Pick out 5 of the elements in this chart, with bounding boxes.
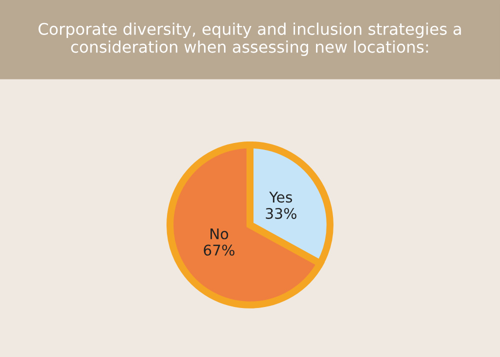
slice-label: Yes: [269, 192, 292, 203]
data-label: 33%: [266, 208, 296, 219]
slice-label: No: [210, 228, 228, 240]
data-label: 67%: [204, 244, 234, 256]
chart-title: Corporate diversity, equity and inclusion strategies a consideration when assessing new locations:: [38, 22, 461, 56]
